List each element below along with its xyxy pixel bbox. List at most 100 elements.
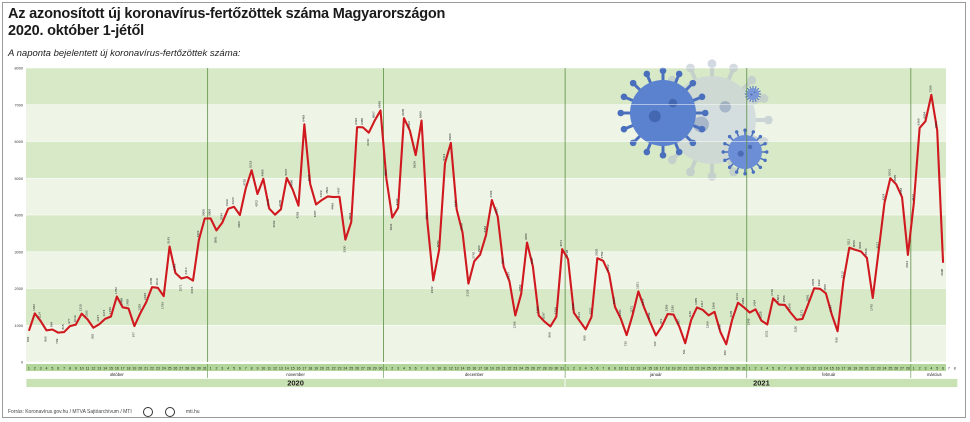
data-label: 6845 [378,101,382,108]
data-label: 4175 [266,199,270,206]
virus-spike-tip [686,167,695,177]
data-label: 4287 [313,210,317,217]
data-label: 2825 [594,249,598,256]
x-tick-label: 5 [409,367,411,371]
data-label: 1290 [671,305,675,312]
x-tick-label: 19 [314,367,318,371]
virus-body [747,88,759,100]
data-label: 3008 [858,242,862,249]
data-label: 1150 [794,325,798,332]
data-label: 2314 [184,267,188,274]
x-tick-label: 4 [585,367,587,371]
x-tick-label: 25 [349,367,353,371]
x-tick-label: 10 [437,367,441,371]
title-line-1: Az azonosított új koronavírus-fertőzötte… [8,6,446,22]
data-label: 860 [44,336,48,341]
virus-body [630,80,696,146]
data-label: 849 [26,337,30,342]
data-label: 2752 [600,251,604,258]
x-tick-label: 8 [69,367,71,371]
y-tick-label: 0 [21,361,23,365]
data-label: 3071 [559,239,563,246]
data-label: 6554 [922,111,926,118]
virus-spike-tip [752,85,754,87]
data-label: 884 [49,322,53,327]
x-tick-label: 27 [718,367,722,371]
x-tick-label: 8 [251,367,253,371]
month-label: december [465,372,484,377]
x-tick-label: 21 [502,367,506,371]
month-separators [207,68,912,362]
virus-spike-tip [727,134,732,139]
data-label: 6391 [354,117,358,124]
x-tick-label: 13 [818,367,822,371]
grid-band [26,325,946,362]
x-tick-label: 26 [894,367,898,371]
x-tick-label: 15 [109,367,113,371]
data-label: 6240 [366,138,370,145]
mti-logo-icon [164,407,175,417]
x-tick-label: 15 [466,367,470,371]
x-tick-label: 24 [882,367,886,371]
data-label: 2133 [465,289,469,296]
virus-spike-tip [675,70,683,78]
x-tick-label: 26 [355,367,359,371]
y-axis: 0 1000 2000 3000 4000 5000 6000 7000 8000 [15,67,946,365]
data-label: 977 [131,332,135,337]
data-label: 1434 [753,300,757,307]
data-label: 1021 [764,330,768,337]
x-tick-label: 21 [144,367,148,371]
x-tick-label: 7 [63,367,65,371]
virus-spike-tip [629,79,637,87]
data-label: 1297 [829,305,833,312]
x-tick-label: 12 [273,367,277,371]
x-tick-label: 20 [859,367,863,371]
virus-spike-tip [757,87,760,90]
x-tick-label: 1 [210,367,212,371]
virus-illustration [617,59,773,181]
data-label: 2005 [811,279,815,286]
x-tick-label: 5 [936,367,938,371]
x-tick-label: 30 [197,367,201,371]
x-tick-label: 2 [34,367,36,371]
data-label: 1160 [85,310,89,317]
data-label: 7269 [928,85,932,92]
x-tick-label: 24 [519,367,523,371]
data-label: 1315 [79,304,83,311]
year-bar [564,378,959,388]
data-label: 1504 [612,297,616,304]
grid-band [26,141,946,179]
x-tick-label: 27 [361,367,365,371]
x-tick-label: 1 [567,367,569,371]
virus-spike-tip [689,79,697,87]
data-label: 6635 [401,109,405,116]
virus-spike-tip [723,141,727,146]
month-label: január [649,372,662,377]
virus-spike-tip [763,158,767,163]
x-tick-label: 6 [239,367,241,371]
x-tick-label: 14 [285,367,289,371]
data-label: 2742 [471,252,475,259]
title-line-2: 2020. október 1-jétől [8,23,145,39]
data-label: 4192 [395,198,399,205]
data-label: 1366 [712,302,716,309]
data-label: 1793 [161,302,165,309]
virus-spike-tip [763,115,773,125]
data-label: 1732 [770,289,774,296]
data-label: 1614 [735,293,739,300]
data-label: 6569 [419,111,423,118]
data-label: 3957 [495,207,499,214]
x-tick-label: 6 [942,367,944,371]
virus-spike-tip [751,170,756,174]
data-label: 3908 [208,209,212,216]
x-tick-label: 4 [930,367,932,371]
data-label: 3017 [876,241,880,248]
data-label: 1266 [512,321,516,328]
data-label: 6302 [407,121,411,128]
y-tick-label: 3000 [15,250,23,254]
data-label: 1489 [741,298,745,305]
x-tick-label: 22 [150,367,154,371]
virus-spike-tip [659,151,667,159]
virus-spike-tip [745,90,747,92]
month-label: október [110,372,125,377]
